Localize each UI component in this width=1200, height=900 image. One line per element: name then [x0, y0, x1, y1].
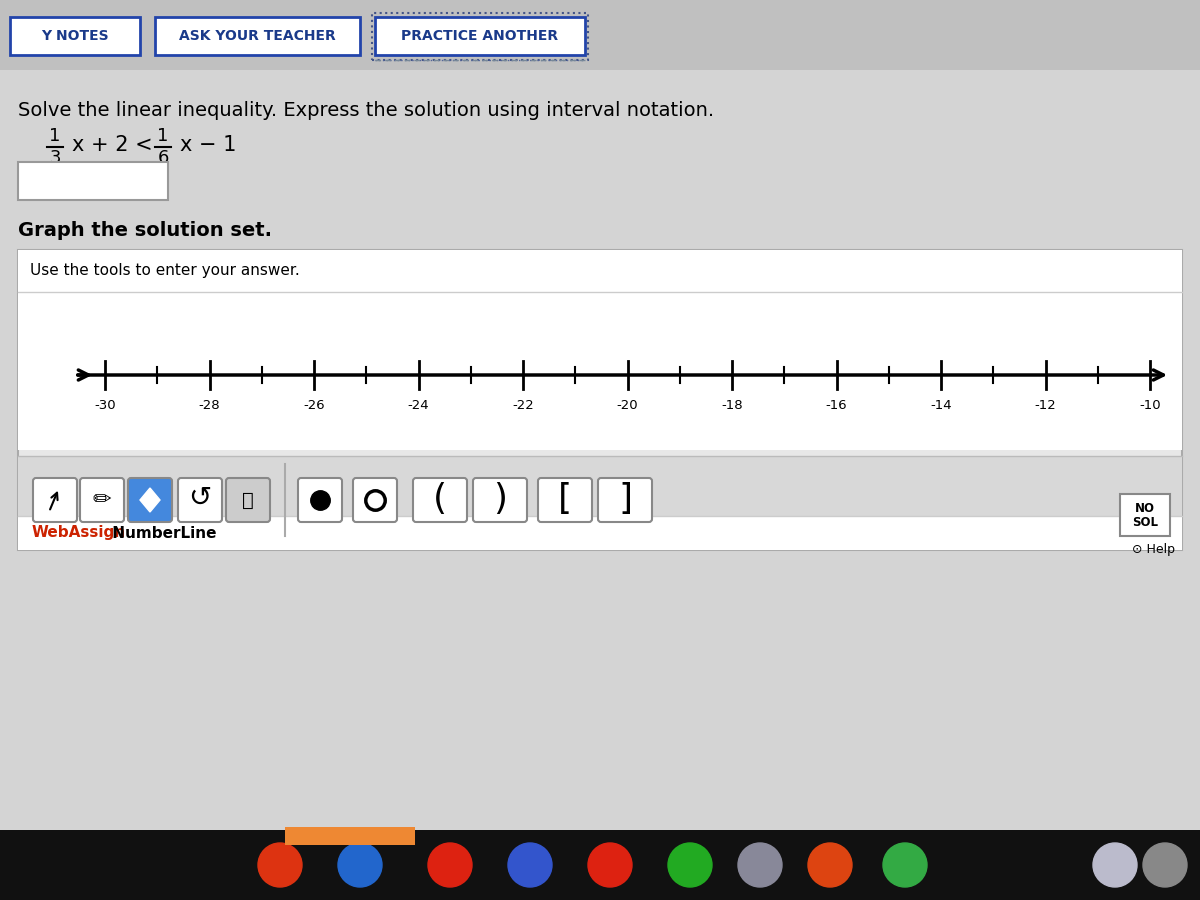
FancyBboxPatch shape [18, 250, 1182, 292]
FancyBboxPatch shape [18, 292, 1182, 450]
FancyBboxPatch shape [0, 830, 1200, 900]
FancyBboxPatch shape [18, 250, 1182, 550]
Text: -18: -18 [721, 399, 743, 412]
Circle shape [588, 843, 632, 887]
Text: 🗑: 🗑 [242, 491, 254, 509]
FancyBboxPatch shape [18, 162, 168, 200]
FancyBboxPatch shape [0, 70, 1200, 830]
FancyBboxPatch shape [18, 516, 1182, 550]
Text: WebAssign: WebAssign [32, 526, 126, 541]
FancyBboxPatch shape [0, 0, 1200, 70]
Polygon shape [140, 488, 160, 512]
Circle shape [668, 843, 712, 887]
Text: ✏: ✏ [92, 490, 112, 510]
FancyBboxPatch shape [18, 456, 1182, 544]
Text: Use the tools to enter your answer.: Use the tools to enter your answer. [30, 264, 300, 278]
Text: (: ( [433, 482, 448, 516]
Circle shape [258, 843, 302, 887]
FancyBboxPatch shape [298, 478, 342, 522]
FancyBboxPatch shape [1120, 494, 1170, 536]
FancyBboxPatch shape [538, 478, 592, 522]
Text: -12: -12 [1034, 399, 1056, 412]
Text: 1: 1 [157, 127, 169, 145]
Text: -24: -24 [408, 399, 430, 412]
Text: ↺: ↺ [188, 484, 211, 512]
Text: PRACTICE ANOTHER: PRACTICE ANOTHER [402, 29, 558, 43]
Circle shape [883, 843, 928, 887]
Text: ASK YOUR TEACHER: ASK YOUR TEACHER [179, 29, 336, 43]
Text: Solve the linear inequality. Express the solution using interval notation.: Solve the linear inequality. Express the… [18, 101, 714, 120]
Circle shape [1142, 843, 1187, 887]
Text: [: [ [558, 482, 572, 516]
Text: ): ) [493, 482, 508, 516]
FancyBboxPatch shape [128, 478, 172, 522]
Circle shape [1093, 843, 1138, 887]
FancyBboxPatch shape [80, 478, 124, 522]
FancyBboxPatch shape [353, 478, 397, 522]
Text: ]: ] [618, 482, 632, 516]
Text: Y NOTES: Y NOTES [41, 29, 109, 43]
FancyBboxPatch shape [226, 478, 270, 522]
FancyBboxPatch shape [473, 478, 527, 522]
Text: 1: 1 [49, 127, 61, 145]
Circle shape [738, 843, 782, 887]
Text: x − 1: x − 1 [180, 135, 236, 155]
Text: -14: -14 [930, 399, 952, 412]
Text: -10: -10 [1139, 399, 1160, 412]
Text: -16: -16 [826, 399, 847, 412]
Text: ⊙ Help: ⊙ Help [1133, 543, 1176, 555]
Text: NumberLine: NumberLine [107, 526, 216, 541]
FancyBboxPatch shape [155, 17, 360, 55]
FancyBboxPatch shape [598, 478, 652, 522]
Circle shape [428, 843, 472, 887]
Text: -20: -20 [617, 399, 638, 412]
Circle shape [338, 843, 382, 887]
Text: x + 2 <: x + 2 < [72, 135, 152, 155]
FancyBboxPatch shape [374, 17, 586, 55]
Text: NO
SOL: NO SOL [1132, 501, 1158, 528]
Circle shape [808, 843, 852, 887]
Circle shape [508, 843, 552, 887]
FancyBboxPatch shape [10, 17, 140, 55]
FancyBboxPatch shape [413, 478, 467, 522]
Text: -30: -30 [94, 399, 116, 412]
Text: 6: 6 [157, 149, 169, 167]
FancyBboxPatch shape [286, 827, 415, 845]
Text: -26: -26 [304, 399, 325, 412]
Text: Graph the solution set.: Graph the solution set. [18, 220, 272, 239]
FancyBboxPatch shape [0, 0, 1200, 830]
FancyBboxPatch shape [34, 478, 77, 522]
Text: -22: -22 [512, 399, 534, 412]
FancyBboxPatch shape [178, 478, 222, 522]
Text: 3: 3 [49, 149, 61, 167]
Text: -28: -28 [199, 399, 221, 412]
